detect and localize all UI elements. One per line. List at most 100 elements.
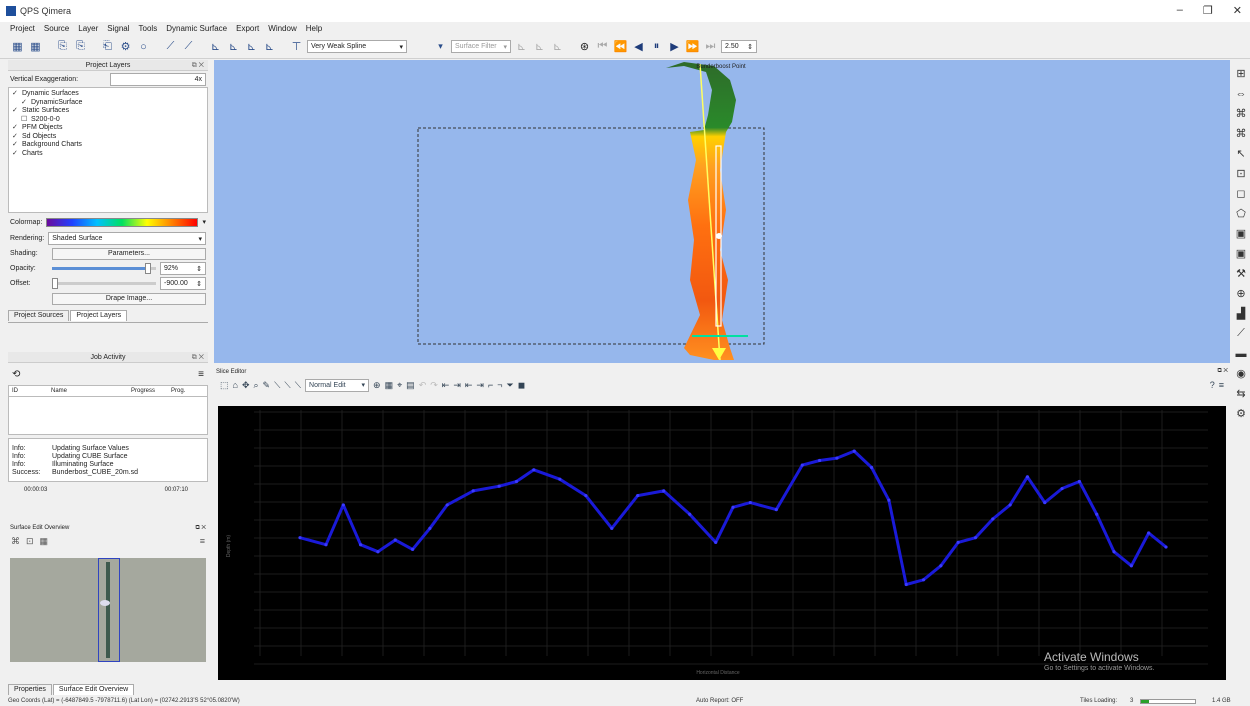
skip-start-icon[interactable]: ⏮ [597,40,608,52]
slice-end-arrow-icon[interactable] [712,348,726,360]
parameters-button[interactable]: Parameters... [52,247,206,260]
spline-tool-icon[interactable]: ⟍ [294,379,302,390]
shrink-icon[interactable]: ⌘ [1235,128,1247,140]
filter-apply-2-icon[interactable]: ⊾ [534,41,545,53]
slice-icon[interactable]: ⊾ [210,41,221,53]
globe-icon[interactable]: ⊕ [1236,288,1246,300]
circle-tool-icon[interactable]: ○ [140,40,147,53]
layers-icon[interactable]: ▬ [1235,347,1247,360]
offset-slider-thumb[interactable] [52,278,58,289]
point-step-right-icon[interactable]: ⇥ [453,379,461,390]
opacity-slider[interactable] [52,263,156,274]
3d-viewer-canvas[interactable]: Bunderboost Point [214,60,1230,363]
checkbox-checked-icon[interactable]: ✓ [12,124,18,131]
offset-slider[interactable] [52,278,156,289]
filter-apply-3-icon[interactable]: ⊾ [552,41,563,53]
polygon-tool-icon[interactable]: ⬠ [1236,208,1246,220]
filter-combo[interactable]: Very Weak Spline ▾ [307,40,407,53]
accept-tool-icon[interactable]: ⟍ [284,379,291,390]
tree-item-dynamic-surfaces[interactable]: ✓ Dynamic Surfaces [12,90,79,97]
link-icon[interactable]: ⇆ [1236,388,1246,400]
slice-plot-canvas[interactable]: Depth (m) Horizontal Distance [218,406,1226,680]
angle-2-icon[interactable]: ¬ [497,380,503,390]
home-icon[interactable]: ⌂ [232,380,238,390]
rect-select-icon[interactable]: ▦ [384,379,394,390]
pause-icon[interactable]: ⏸ [653,40,660,52]
menu-signal[interactable]: Signal [107,23,130,33]
tab-project-layers[interactable]: Project Layers [70,310,128,321]
checkbox-checked-icon[interactable]: ✓ [12,149,18,157]
ruler-icon[interactable]: ⟋ [1237,327,1245,339]
checkbox-checked-icon[interactable]: ✓ [12,107,18,114]
tab-surface-edit-overview[interactable]: Surface Edit Overview [52,684,135,695]
open-project-icon[interactable]: ▦ [30,41,41,53]
zoom-box-icon[interactable]: ⊡ [26,535,34,546]
tab-project-sources[interactable]: Project Sources [8,310,70,321]
chevron-down-icon[interactable]: ▾ [202,219,206,226]
measure-icon[interactable]: ⚒ [1236,268,1246,280]
redo-icon[interactable]: ↷ [430,379,438,390]
menu-help[interactable]: Help [305,23,323,33]
tree-item-charts[interactable]: ✓ Charts [12,149,43,157]
checkbox-unchecked-icon[interactable]: ☐ [21,115,28,123]
help-icon[interactable]: ? [1209,380,1215,390]
chart-icon[interactable]: ▟ [1236,308,1246,320]
pan-icon[interactable]: ✥ [241,379,250,390]
expand-icon[interactable]: ⌘ [1235,108,1247,120]
rendering-combo[interactable]: Shaded Surface ▾ [48,232,206,245]
reject-tool-icon[interactable]: ⟍ [274,379,281,390]
play-icon[interactable]: ▶ [670,41,679,53]
skip-end-icon[interactable]: ⏭ [705,40,716,52]
filter-list-icon[interactable]: ≡ [199,536,205,546]
dropdown-arrow-icon[interactable]: ▾ [438,41,443,51]
playback-mode-icon[interactable]: ⊛ [579,41,590,53]
add-source-icon[interactable]: ⎘ [58,40,67,52]
surface-edit-icon[interactable]: ⟋ [166,40,175,52]
angle-icon[interactable]: ⌐ [487,380,494,390]
tree-item-dynamicsurface[interactable]: ✓ DynamicSurface [21,98,83,106]
maximize-button[interactable]: ❐ [1202,5,1213,17]
edit-mode-combo[interactable]: Normal Edit ▾ [305,378,370,392]
menu-dynamic-surface[interactable]: Dynamic Surface [166,23,228,33]
import-icon[interactable]: ⎗ [103,40,112,52]
select-box-icon[interactable]: ⊡ [1236,168,1246,180]
panel-float-close-icon[interactable]: ⧉ ✕ [195,524,206,531]
grid-icon[interactable]: ▦ [39,535,49,546]
tree-item-static-surfaces[interactable]: ✓ Static Surfaces [12,107,70,114]
step-back-icon[interactable]: ◀ [634,41,643,53]
panel-float-close-icon[interactable]: ⧉ ✕ [191,62,204,69]
tree-item-pfm-objects[interactable]: ✓ PFM Objects [12,124,63,131]
menu-tools[interactable]: Tools [138,23,158,33]
opacity-spinner[interactable]: 92% ⇕ [160,262,206,275]
panel-float-close-icon[interactable]: ⧉ ✕ [191,354,204,361]
fast-forward-icon[interactable]: ⏩ [685,41,700,53]
tree-item-s200[interactable]: ☐ S200-0-0 [21,115,60,123]
new-project-icon[interactable]: ▦ [12,41,23,53]
minimize-button[interactable]: – [1176,4,1183,16]
filter-funnel-icon[interactable]: ⏷ [506,379,514,390]
spline-filter-icon[interactable]: ⊤ [291,41,302,53]
playback-speed-spinner[interactable]: 2.50 ⇕ [721,40,757,53]
settings-icon[interactable]: ⚙ [1236,408,1246,420]
opacity-slider-thumb[interactable] [144,263,151,274]
column-header-prog[interactable]: Prog. [171,388,186,394]
menu-source[interactable]: Source [43,23,70,33]
checkbox-checked-icon[interactable]: ✓ [12,141,18,148]
zoom-icon[interactable]: ⌕ [253,379,259,390]
panel-float-close-icon[interactable]: ⧉ ✕ [1217,368,1228,374]
menu-window[interactable]: Window [268,23,297,33]
filter-apply-icon[interactable]: ⊾ [516,41,527,53]
lasso-icon[interactable]: ⌖ [397,379,403,390]
slice-3-icon[interactable]: ⊾ [264,41,275,53]
tree-item-background-charts[interactable]: ✓ Background Charts [12,141,82,148]
selection-box[interactable] [417,127,765,345]
filter-list-icon[interactable]: ≡ [198,368,204,380]
drape-image-button[interactable]: Drape Image... [52,292,206,305]
tree-item-sd-objects[interactable]: ✓ Sd Objects [12,132,57,140]
close-button[interactable]: ✕ [1232,5,1242,17]
column-header-name[interactable]: Name [51,388,68,394]
slice-active-icon[interactable]: ⊾ [228,41,239,53]
slice-plot[interactable]: Depth (m) Horizontal Distance Activate W… [218,406,1226,680]
brush-icon[interactable]: ▤ [406,379,415,390]
edit-undo-icon[interactable]: ⬚ [220,379,229,390]
